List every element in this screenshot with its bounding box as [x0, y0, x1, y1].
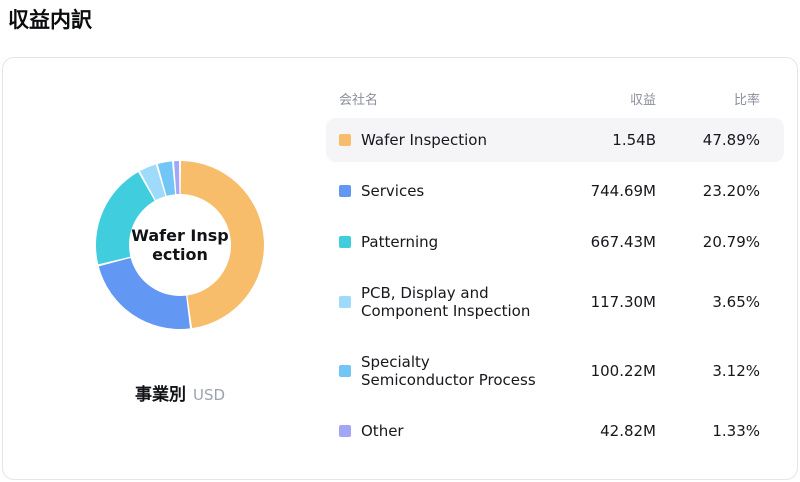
table-row-1[interactable]: Wafer Inspection 1.54B 47.89%: [326, 118, 784, 162]
segment-table: 会社名 収益 比率 Wafer Inspection 1.54B 47.89% …: [326, 90, 784, 460]
legend-color-swatch: [339, 296, 351, 308]
donut-slice-1[interactable]: [180, 161, 264, 329]
page-title: 収益内訳: [8, 8, 92, 32]
donut-caption: 事業別 USD: [135, 380, 225, 405]
table-row-6[interactable]: Other 42.82M 1.33%: [326, 409, 784, 453]
revenue-breakdown-card: Wafer Insp ection 事業別 USD 会社名 収益 比率 Wafe…: [2, 57, 798, 480]
donut-slice-6[interactable]: [174, 161, 180, 195]
donut-center-label-line2: ection: [152, 245, 208, 264]
segment-name: Other: [361, 422, 404, 440]
legend-color-swatch: [339, 236, 351, 248]
donut-slice-5[interactable]: [157, 161, 176, 196]
donut-slice-3[interactable]: [95, 172, 155, 265]
segment-ratio: 20.79%: [702, 233, 760, 251]
segment-name: Specialty Semiconductor Process: [361, 353, 536, 389]
donut-caption-label: 事業別: [134, 385, 186, 405]
table-row-5[interactable]: Specialty Semiconductor Process 100.22M …: [326, 340, 784, 402]
segment-name: PCB, Display and Component Inspection: [361, 284, 531, 320]
donut-chart-svg: [95, 161, 264, 330]
segment-name: Services: [361, 182, 425, 200]
segment-ratio: 3.12%: [712, 362, 760, 380]
legend-color-swatch: [339, 425, 351, 437]
segment-ratio: 23.20%: [702, 182, 760, 200]
segment-table-header: 会社名 収益 比率: [326, 90, 784, 108]
donut-center-label-line1: Wafer Insp: [131, 226, 229, 245]
segment-ratio: 47.89%: [702, 131, 760, 149]
table-row-2[interactable]: Services 744.69M 23.20%: [326, 169, 784, 213]
header-ratio: 比率: [733, 92, 760, 108]
legend-color-swatch: [339, 365, 351, 377]
donut-slice-2[interactable]: [98, 257, 191, 330]
header-revenue: 収益: [629, 92, 656, 108]
segment-revenue: 100.22M: [590, 362, 656, 380]
donut-slice-4[interactable]: [139, 164, 166, 201]
donut-center-label: Wafer Insp ection: [131, 226, 228, 264]
donut-chart[interactable]: Wafer Insp ection: [80, 145, 280, 345]
segment-revenue: 667.43M: [590, 233, 656, 251]
segment-ratio: 1.33%: [712, 422, 760, 440]
legend-color-swatch: [339, 134, 351, 146]
segment-revenue: 42.82M: [600, 422, 656, 440]
segment-revenue: 1.54B: [612, 131, 656, 149]
table-row-4[interactable]: PCB, Display and Component Inspection 11…: [326, 271, 784, 333]
segment-name: Patterning: [361, 233, 439, 251]
segment-revenue: 117.30M: [590, 293, 656, 311]
donut-caption-unit: USD: [192, 386, 226, 404]
segment-name: Wafer Inspection: [361, 131, 487, 149]
segment-ratio: 3.65%: [712, 293, 760, 311]
table-row-3[interactable]: Patterning 667.43M 20.79%: [326, 220, 784, 264]
segment-revenue: 744.69M: [590, 182, 656, 200]
segment-table-body: Wafer Inspection 1.54B 47.89% Services 7…: [326, 118, 784, 453]
header-company-name: 会社名: [339, 92, 379, 108]
legend-color-swatch: [339, 185, 351, 197]
